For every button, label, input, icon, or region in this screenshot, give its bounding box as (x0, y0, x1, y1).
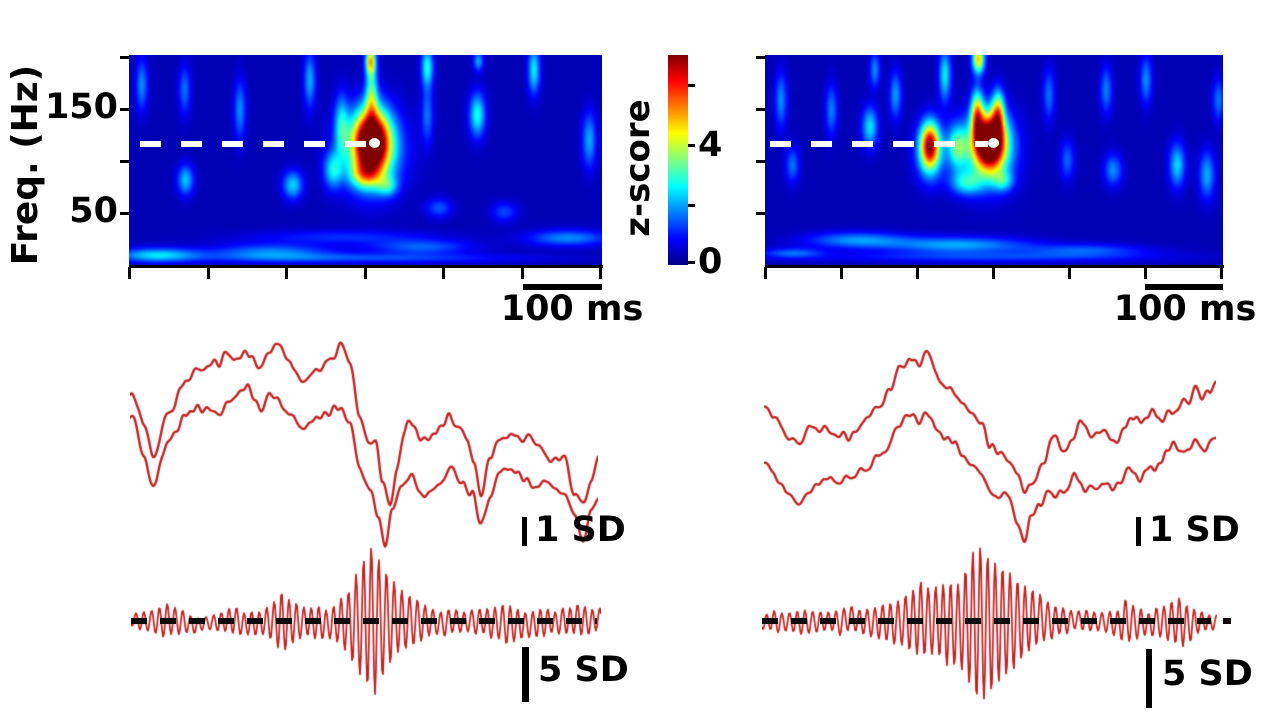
sd5-scalebar-left (522, 647, 529, 702)
x-axis-tick (128, 267, 131, 279)
x-axis-tick (442, 267, 445, 279)
colorbar-tick (688, 261, 695, 264)
ripple-trace-right (762, 540, 1217, 718)
colorbar-gradient (668, 55, 688, 265)
spectrogram-right-panel (765, 55, 1223, 265)
ripple-freq-dashed-line-right (770, 141, 988, 147)
x-axis-spine-left (129, 265, 603, 268)
colorbar-tick-label-0: 0 (698, 242, 723, 282)
x-axis-tick (599, 267, 602, 279)
sd1-scalebar-left (522, 517, 527, 546)
ripple-peak-dot-left (369, 138, 380, 148)
colorbar-title: z-score (618, 99, 658, 237)
freq-tick-label-50: 50 (69, 191, 118, 231)
y-axis-tick (120, 56, 129, 59)
x-axis-tick (840, 267, 843, 279)
ripple-peak-dot-right (988, 138, 999, 148)
ripple-trace-left (131, 540, 601, 718)
colorbar-tick (688, 144, 695, 147)
lfp-traces-left (130, 335, 598, 563)
baseline-end-dot-right (1223, 618, 1231, 624)
y-axis-tick (756, 56, 765, 59)
freq-tick-label-150: 150 (44, 87, 118, 127)
sd5-label-left: 5 SD (538, 650, 629, 690)
x-axis-tick (1144, 267, 1147, 279)
spectrogram-right-heatmap (765, 55, 1223, 265)
y-axis-tick (120, 160, 129, 163)
x-axis-tick (521, 267, 524, 279)
x-axis-tick (764, 267, 767, 279)
ripple-freq-dashed-line-left (140, 141, 369, 147)
x-axis-tick (992, 267, 995, 279)
baseline-dashes-right (762, 618, 1211, 624)
y-axis-tick (756, 160, 765, 163)
colorbar (668, 55, 688, 265)
baseline-dashes-left (131, 618, 597, 624)
x-axis-spine-right (765, 265, 1224, 268)
y-axis-tick (756, 108, 765, 111)
y-axis-tick (120, 108, 129, 111)
x-axis-tick (1068, 267, 1071, 279)
colorbar-tick (688, 204, 695, 207)
x-axis-tick (285, 267, 288, 279)
y-axis-tick (120, 212, 129, 215)
freq-axis-label: Freq. (Hz) (5, 64, 46, 266)
colorbar-tick (688, 84, 695, 87)
x-axis-tick (364, 267, 367, 279)
sd5-scalebar-right (1146, 649, 1152, 708)
spectrogram-left-panel (129, 55, 602, 265)
x-axis-tick (207, 267, 210, 279)
timescale-label-left: 100 ms (500, 289, 644, 329)
timescale-bar-right (1145, 284, 1223, 290)
timescale-label-right: 100 ms (1113, 289, 1257, 329)
timescale-bar-left (523, 284, 602, 290)
colorbar-tick-label-4: 4 (698, 125, 723, 165)
x-axis-tick (916, 267, 919, 279)
sd1-scalebar-right (1136, 517, 1141, 546)
spectrogram-left-heatmap (129, 55, 602, 265)
y-axis-tick (756, 212, 765, 215)
x-axis-tick (1220, 267, 1223, 279)
sd5-label-right: 5 SD (1162, 654, 1253, 694)
